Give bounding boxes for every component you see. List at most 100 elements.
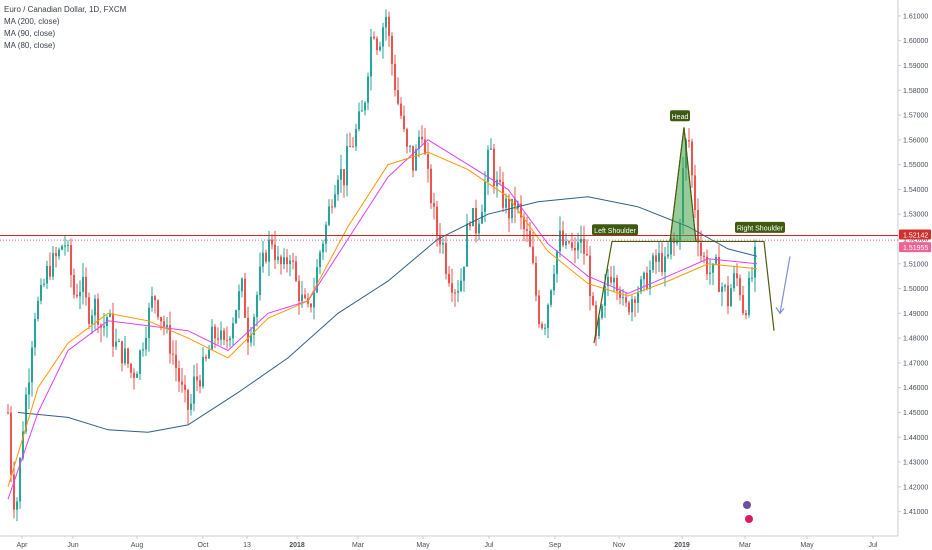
candle-body <box>103 325 105 328</box>
candle-body <box>514 198 516 209</box>
candle-body <box>535 262 537 296</box>
candle-body <box>448 273 450 284</box>
price-tag-current-label: 1.51955 <box>903 245 928 252</box>
candle-body <box>745 313 747 316</box>
y-tick-label: 1.55000 <box>903 162 928 169</box>
candle-body <box>193 376 195 404</box>
candle-body <box>49 265 51 277</box>
candle-body <box>406 129 408 147</box>
candle-body <box>670 237 672 255</box>
x-tick-label: 13 <box>243 542 251 549</box>
candle-body <box>130 363 132 373</box>
candle-body <box>397 90 399 104</box>
candle-body <box>733 273 735 289</box>
event-marker-1 <box>743 501 751 509</box>
candle-body <box>202 356 204 387</box>
candle-body <box>115 341 117 347</box>
candle-body <box>712 263 714 273</box>
candle-body <box>376 38 378 51</box>
y-tick-label: 1.44000 <box>903 435 928 442</box>
candle-body <box>565 241 567 246</box>
candle-body <box>604 286 606 306</box>
candle-body <box>304 294 306 299</box>
candle-body <box>493 148 495 187</box>
candle-body <box>400 103 402 116</box>
candle-body <box>91 315 93 324</box>
candle-body <box>55 253 57 257</box>
projection-arrow <box>779 256 791 314</box>
y-tick-label: 1.41000 <box>903 509 928 516</box>
candle-body <box>433 203 435 207</box>
candle-body <box>586 253 588 256</box>
candle-body <box>643 272 645 280</box>
ma80-legend: MA (80, close) <box>4 41 56 50</box>
head-label: Head <box>672 114 689 121</box>
candle-body <box>337 179 339 195</box>
candle-body <box>190 403 192 410</box>
candle-body <box>694 175 696 211</box>
candle-body <box>667 254 669 257</box>
candle-body <box>10 412 12 475</box>
candle-body <box>580 238 582 243</box>
candle-body <box>61 245 63 250</box>
candle-body <box>286 257 288 265</box>
candle-body <box>541 324 543 328</box>
candle-body <box>739 278 741 296</box>
candle-body <box>748 277 750 316</box>
candle-body <box>610 276 612 283</box>
candle-body <box>583 238 585 254</box>
candle-body <box>121 341 123 364</box>
candle-body <box>34 318 36 348</box>
candle-body <box>436 206 438 235</box>
candle-body <box>169 324 171 354</box>
candle-body <box>109 313 111 317</box>
ma80-line <box>7 151 758 487</box>
candle-body <box>628 302 630 313</box>
candle-body <box>523 217 525 230</box>
candle-body <box>118 341 120 343</box>
candle-body <box>547 304 549 328</box>
candle-body <box>148 307 150 338</box>
candle-body <box>163 321 165 328</box>
candle-body <box>355 129 357 147</box>
candle-body <box>409 145 411 147</box>
y-tick-label: 1.54000 <box>903 187 928 194</box>
candle-body <box>364 102 366 111</box>
candle-body <box>94 298 96 316</box>
candle-body <box>229 338 231 341</box>
candle-body <box>412 145 414 171</box>
candle-body <box>481 211 483 224</box>
x-tick-label: May <box>416 542 430 549</box>
right-shoulder-label: Right Shoulder <box>737 225 784 232</box>
candle-body <box>700 242 702 256</box>
candle-body <box>277 256 279 260</box>
candle-body <box>157 300 159 318</box>
head-shoulders-outline <box>593 127 775 344</box>
candle-body <box>223 330 225 340</box>
candle-body <box>259 266 261 295</box>
candle-body <box>358 111 360 130</box>
candle-body <box>592 296 594 306</box>
candle-body <box>649 270 651 289</box>
candle-body <box>727 285 729 307</box>
candle-body <box>250 334 252 343</box>
candle-body <box>73 275 75 295</box>
candle-body <box>268 239 270 262</box>
y-tick-label: 1.49000 <box>903 311 928 318</box>
candle-body <box>439 234 441 245</box>
candle-body <box>415 149 417 171</box>
candle-body <box>295 261 297 281</box>
candle-body <box>334 194 336 207</box>
candle-body <box>43 283 45 285</box>
candle-body <box>484 181 486 212</box>
left-shoulder-label-bg <box>592 224 638 236</box>
candle-body <box>736 273 738 279</box>
candle-body <box>595 305 597 336</box>
candle-body <box>88 297 90 324</box>
candle-body <box>322 243 324 253</box>
candle-body <box>478 223 480 234</box>
candle-body <box>124 348 126 364</box>
candle-body <box>217 338 219 340</box>
candle-body <box>427 154 429 169</box>
